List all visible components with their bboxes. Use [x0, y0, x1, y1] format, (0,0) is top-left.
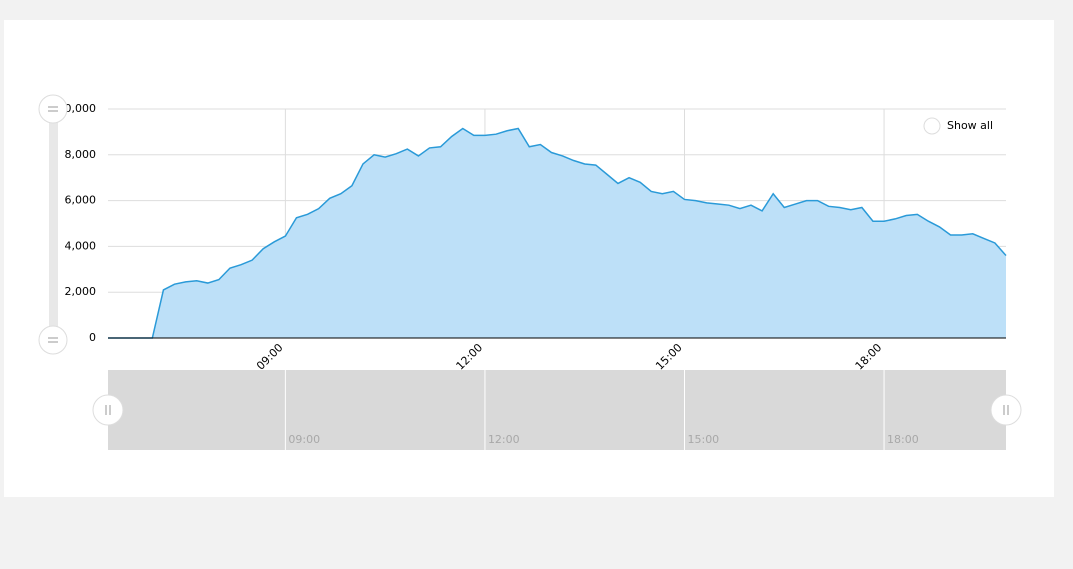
y-scroll-track: [49, 109, 58, 338]
scrollbar-tick-label: 12:00: [488, 433, 520, 446]
plot: [108, 127, 1007, 339]
scrollbar-tick-label: 15:00: [687, 433, 719, 446]
scrollbar-tick-label: 09:00: [288, 433, 320, 446]
scrollbar-tick-label: 18:00: [887, 433, 919, 446]
area: [108, 128, 1006, 338]
line: [108, 127, 1007, 339]
y-tick-label: 8,000: [65, 148, 97, 161]
y-tick-label: 0: [89, 331, 96, 344]
y-tick-label: 4,000: [65, 239, 97, 252]
y-handle-bottom[interactable]: [38, 325, 68, 355]
x-handle-right[interactable]: [990, 394, 1022, 426]
y-tick-label: 2,000: [65, 285, 97, 298]
show-all-label[interactable]: Show all: [947, 119, 993, 132]
scrollbar[interactable]: [108, 370, 1006, 450]
show-all-button[interactable]: Show all: [923, 117, 993, 135]
y-tick-label: 6,000: [65, 194, 97, 207]
x-handle-left[interactable]: [92, 394, 124, 426]
y-handle-top[interactable]: [38, 94, 68, 124]
